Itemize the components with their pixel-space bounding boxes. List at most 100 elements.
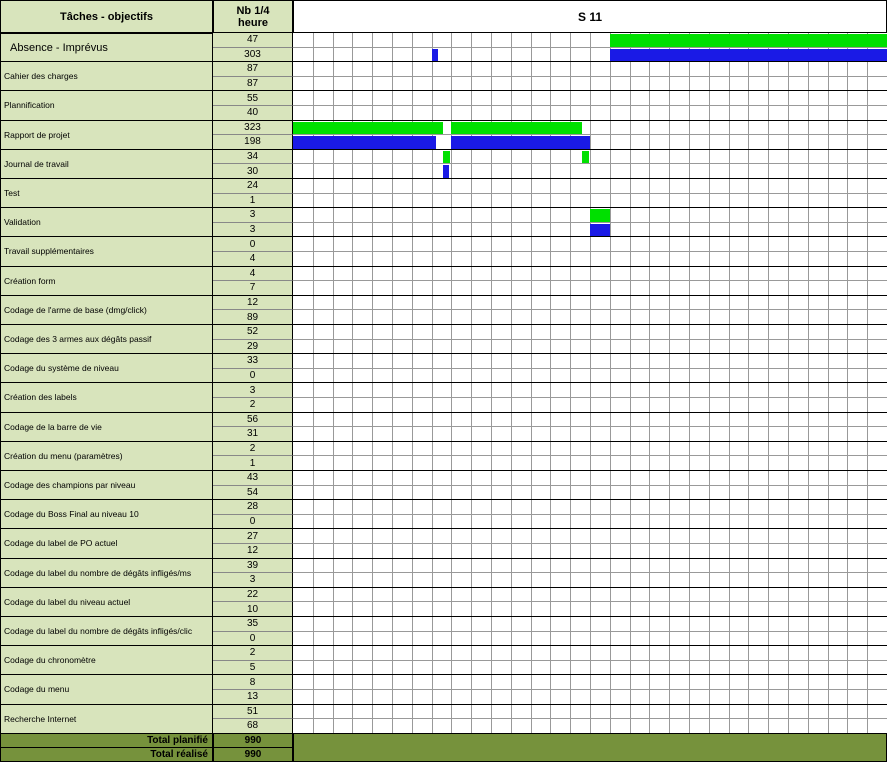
done-bar xyxy=(609,48,887,62)
done-quarter-hours: 89 xyxy=(213,310,293,325)
done-grid-row xyxy=(293,690,887,705)
done-grid-row xyxy=(293,135,887,150)
planned-bar xyxy=(293,121,444,135)
done-grid-row xyxy=(293,252,887,267)
planned-bar xyxy=(443,150,451,164)
task-label: Codage du label du niveau actuel xyxy=(0,587,213,617)
planned-quarter-hours: 52 xyxy=(213,325,293,340)
done-grid-row xyxy=(293,602,887,617)
planned-grid-row xyxy=(293,354,887,369)
task-label: Codage de la barre de vie xyxy=(0,412,213,442)
total-done-value: 990 xyxy=(213,747,293,762)
done-grid-row xyxy=(293,719,887,734)
planned-grid-row xyxy=(293,646,887,661)
total-done-label: Total réalisé xyxy=(0,747,213,762)
planned-quarter-hours: 28 xyxy=(213,500,293,515)
done-quarter-hours: 1 xyxy=(213,456,293,471)
planned-quarter-hours: 323 xyxy=(213,120,293,136)
done-quarter-hours: 0 xyxy=(213,631,293,647)
planned-grid-row xyxy=(293,558,887,574)
planned-quarter-hours: 22 xyxy=(213,587,293,603)
planned-grid-row xyxy=(293,120,887,136)
done-grid-row xyxy=(293,193,887,209)
task-label: Codage des champions par niveau xyxy=(0,471,213,501)
done-quarter-hours: 0 xyxy=(213,368,293,384)
done-grid-row xyxy=(293,427,887,442)
planned-grid-row xyxy=(293,237,887,252)
done-grid-row xyxy=(293,368,887,384)
planned-quarter-hours: 33 xyxy=(213,354,293,369)
done-quarter-hours: 87 xyxy=(213,76,293,92)
planned-quarter-hours: 56 xyxy=(213,412,293,428)
done-grid-row xyxy=(293,573,887,588)
planned-bar xyxy=(590,209,610,222)
planned-quarter-hours: 51 xyxy=(213,704,293,720)
total-planned-label: Total planifié xyxy=(0,733,213,748)
done-quarter-hours: 31 xyxy=(213,427,293,442)
planned-quarter-hours: 39 xyxy=(213,558,293,574)
planned-quarter-hours: 55 xyxy=(213,91,293,106)
task-label: Journal de travail xyxy=(0,149,213,179)
done-quarter-hours: 303 xyxy=(213,47,293,63)
task-label: Plannification xyxy=(0,91,213,121)
planned-quarter-hours: 35 xyxy=(213,617,293,632)
done-quarter-hours: 10 xyxy=(213,602,293,617)
done-grid-row xyxy=(293,485,887,501)
planned-grid-row xyxy=(293,675,887,690)
done-grid-row xyxy=(293,76,887,92)
totals-grid-fill xyxy=(293,733,887,762)
planned-grid-row xyxy=(293,500,887,515)
planned-grid-row xyxy=(293,179,887,194)
done-grid-row xyxy=(293,222,887,238)
planned-quarter-hours: 4 xyxy=(213,266,293,282)
done-grid-row xyxy=(293,47,887,63)
planned-grid-row xyxy=(293,33,887,48)
task-label: Travail supplémentaires xyxy=(0,237,213,267)
planned-grid-row xyxy=(293,383,887,398)
done-grid-row xyxy=(293,456,887,471)
task-column-header: Tâches - objectifs xyxy=(0,0,213,33)
planned-grid-row xyxy=(293,149,887,165)
done-quarter-hours: 0 xyxy=(213,514,293,530)
task-label: Création des labels xyxy=(0,383,213,413)
planned-quarter-hours: 27 xyxy=(213,529,293,544)
planned-quarter-hours: 8 xyxy=(213,675,293,690)
planned-quarter-hours: 2 xyxy=(213,441,293,457)
done-grid-row xyxy=(293,514,887,530)
done-grid-row xyxy=(293,544,887,559)
task-label: Création form xyxy=(0,266,213,296)
done-quarter-hours: 68 xyxy=(213,719,293,734)
task-label: Codage du label de PO actuel xyxy=(0,529,213,559)
total-planned-value: 990 xyxy=(213,733,293,748)
planned-quarter-hours: 3 xyxy=(213,208,293,223)
done-grid-row xyxy=(293,631,887,647)
planned-grid-row xyxy=(293,295,887,311)
planned-grid-row xyxy=(293,325,887,340)
task-label: Codage des 3 armes aux dégâts passif xyxy=(0,325,213,355)
task-label: Cahier des charges xyxy=(0,62,213,92)
task-label: Codage du menu xyxy=(0,675,213,705)
done-quarter-hours: 3 xyxy=(213,573,293,588)
done-grid-row xyxy=(293,339,887,355)
planned-grid-row xyxy=(293,266,887,282)
planned-quarter-hours: 87 xyxy=(213,62,293,77)
done-grid-row xyxy=(293,106,887,121)
task-label: Codage du système de niveau xyxy=(0,354,213,384)
planned-bar xyxy=(609,34,887,47)
task-label: Test xyxy=(0,179,213,209)
done-quarter-hours: 7 xyxy=(213,281,293,296)
planned-bar xyxy=(582,150,589,164)
quarter-hours-header-text: Nb 1/4 heure xyxy=(236,4,270,29)
planned-quarter-hours: 12 xyxy=(213,295,293,311)
done-bar xyxy=(293,136,436,149)
planned-quarter-hours: 2 xyxy=(213,646,293,661)
done-grid-row xyxy=(293,398,887,413)
planned-grid-row xyxy=(293,441,887,457)
done-grid-row xyxy=(293,164,887,179)
quarter-hours-column-header: Nb 1/4 heure xyxy=(213,0,293,33)
task-label: Absence - Imprévus xyxy=(0,33,213,63)
planned-grid-row xyxy=(293,471,887,486)
planned-grid-row xyxy=(293,617,887,632)
planned-grid-row xyxy=(293,412,887,428)
task-label: Validation xyxy=(0,208,213,238)
